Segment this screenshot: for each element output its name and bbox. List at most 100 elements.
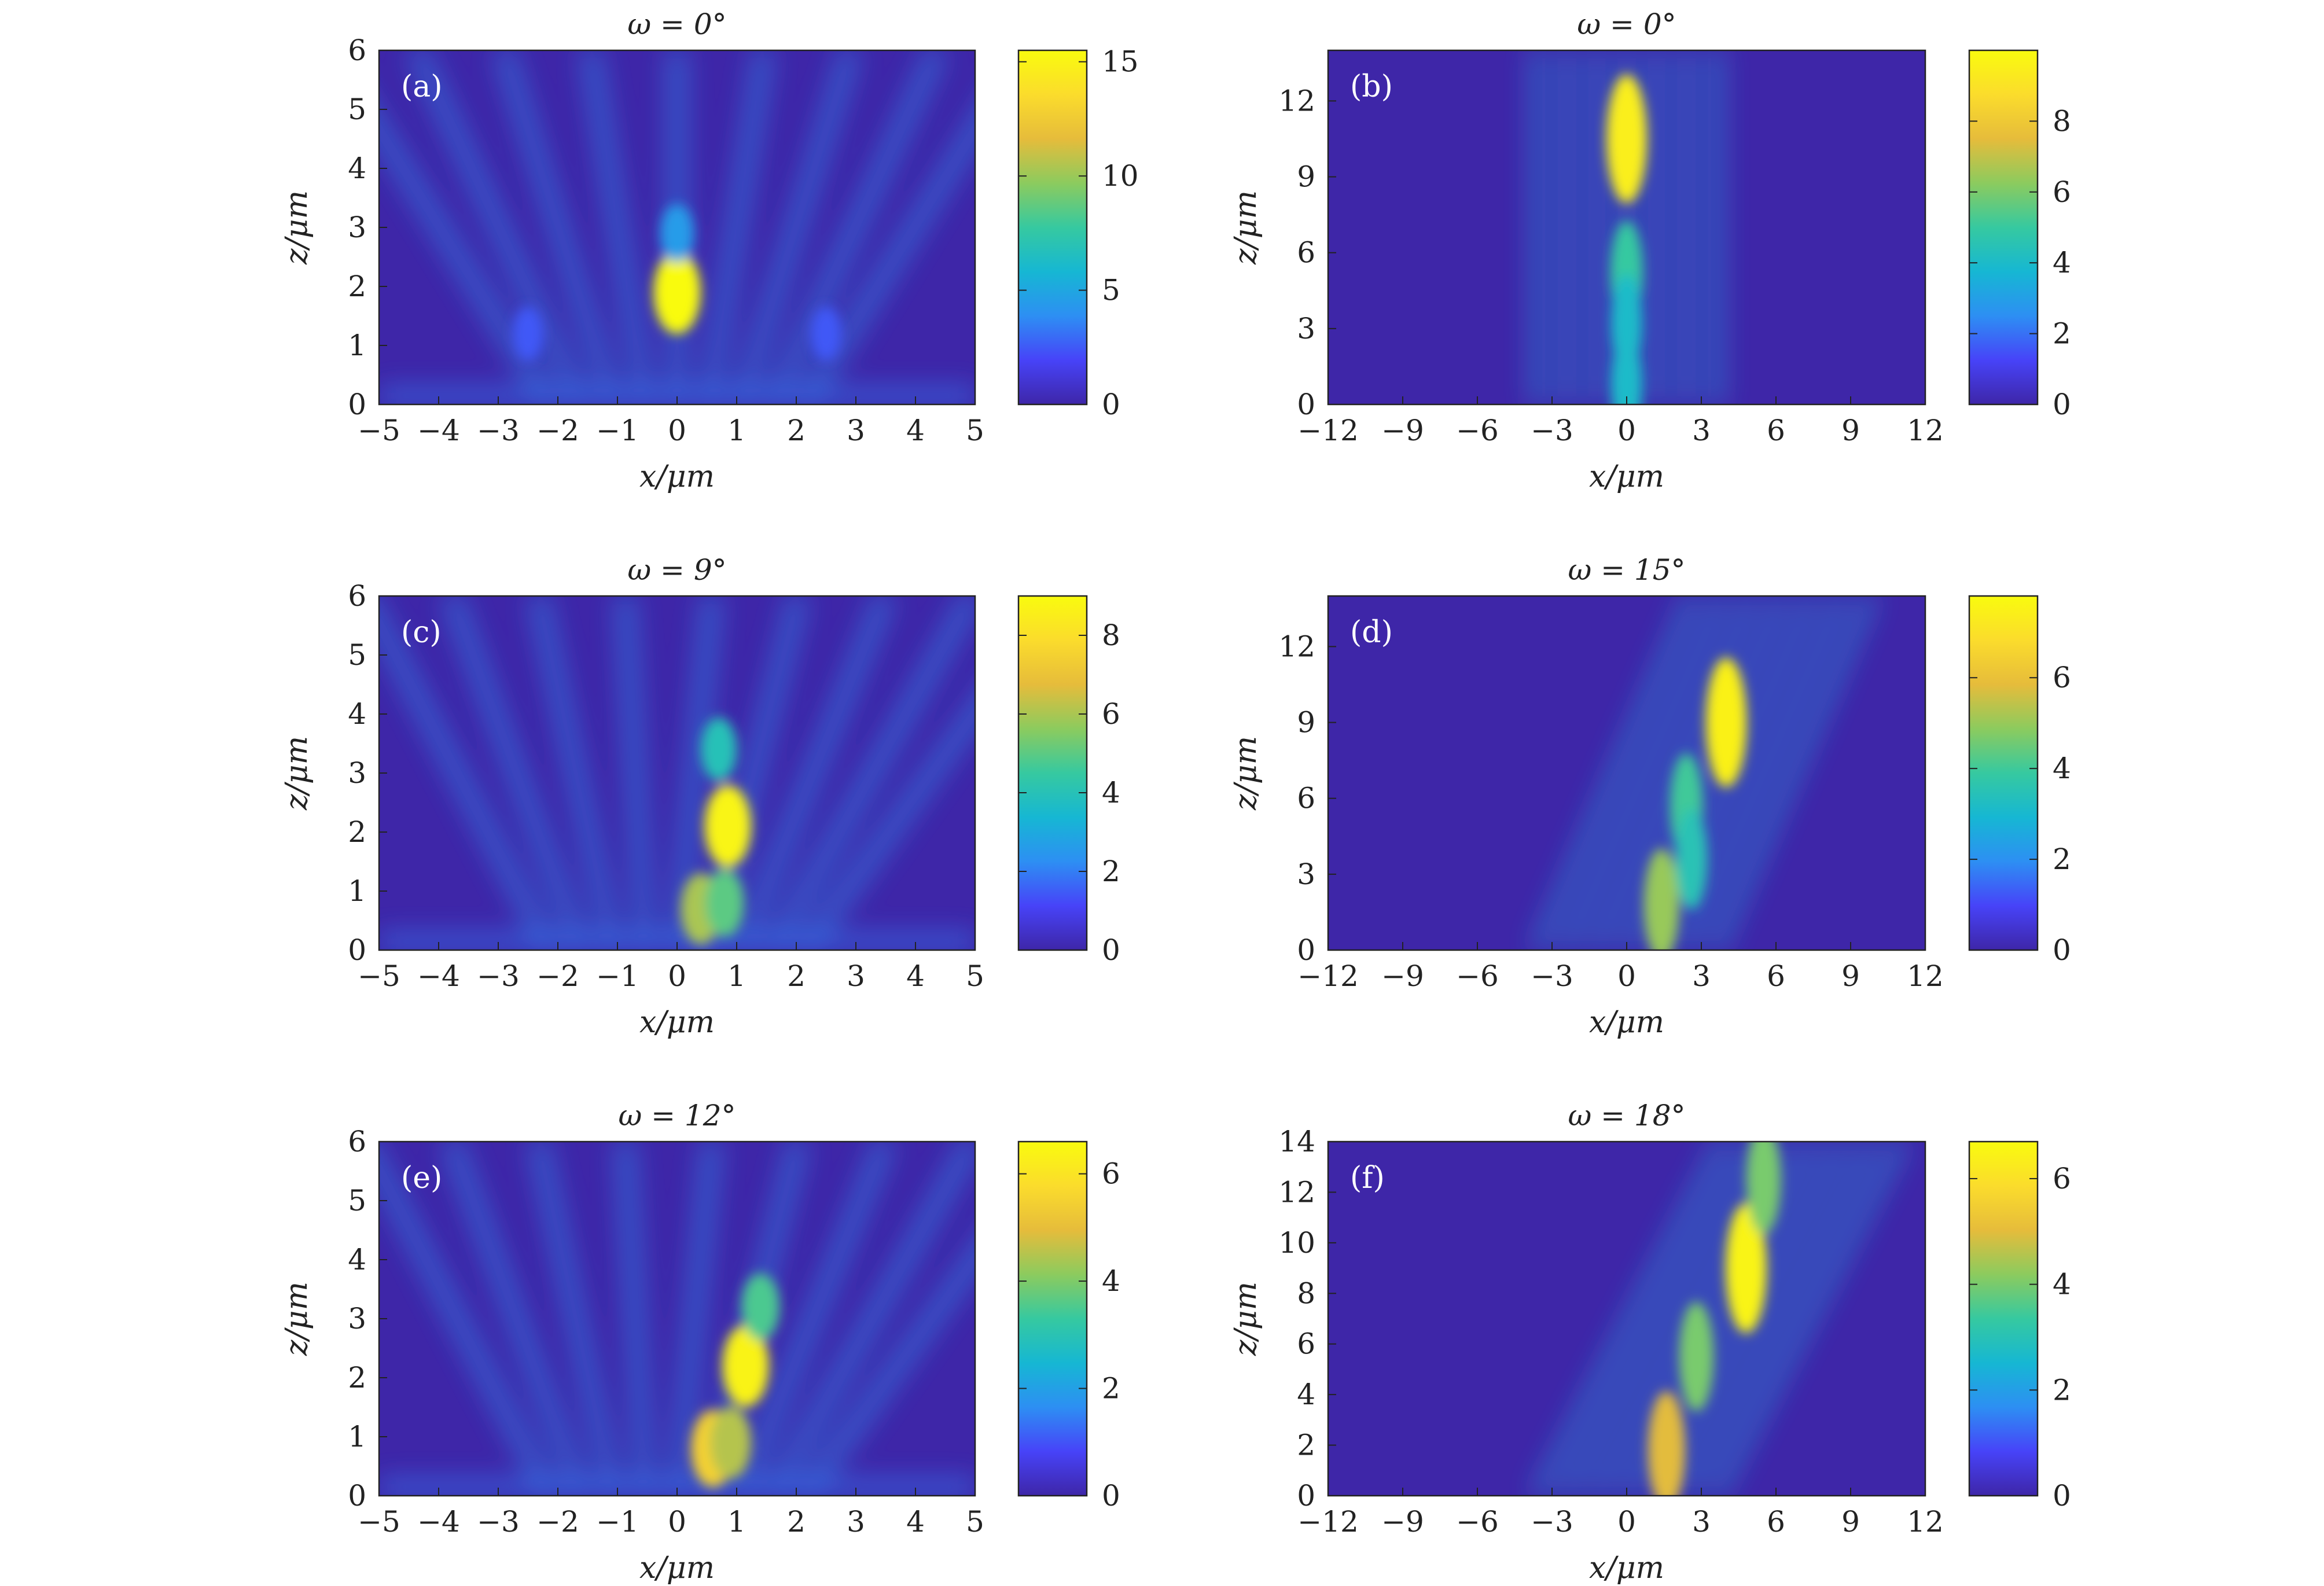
x-tick-label: −3 bbox=[1531, 959, 1573, 993]
x-tick-label: 6 bbox=[1767, 959, 1785, 993]
x-tick-label: −6 bbox=[1456, 414, 1499, 447]
panel-title: ω = 0° bbox=[1577, 8, 1676, 41]
panel-title: ω = 18° bbox=[1568, 1099, 1685, 1132]
colorbar-tick-label: 8 bbox=[2053, 104, 2071, 138]
x-tick-label: 1 bbox=[727, 414, 746, 447]
x-tick-label: 0 bbox=[1617, 959, 1636, 993]
hotspot-mark bbox=[741, 1273, 780, 1341]
y-tick-label: 0 bbox=[1297, 933, 1315, 967]
panel-title: ω = 15° bbox=[1568, 553, 1685, 587]
x-tick-label: −12 bbox=[1297, 959, 1359, 993]
colorbar-tick-label: 2 bbox=[2053, 842, 2071, 876]
x-tick-label: −9 bbox=[1381, 1505, 1424, 1539]
colorbar-tick-label: 4 bbox=[1102, 1264, 1120, 1298]
y-axis-label: z/μm bbox=[1229, 190, 1263, 265]
y-tick-label: 14 bbox=[1278, 1125, 1315, 1158]
colorbar-tick-label: 2 bbox=[2053, 317, 2071, 351]
x-tick-label: 3 bbox=[1692, 1505, 1711, 1539]
y-tick-label: 2 bbox=[348, 1361, 366, 1394]
panel-label: (f) bbox=[1350, 1161, 1385, 1195]
panel-label: (a) bbox=[401, 69, 443, 104]
colorbar-tick-label: 5 bbox=[1102, 274, 1120, 307]
y-tick-label: 3 bbox=[348, 1302, 366, 1335]
hotspot-mark bbox=[700, 717, 737, 782]
hotspot-mark bbox=[1643, 848, 1679, 950]
panel-b: −12 −9 −6 −3 0 3 6 9 12 0 3 6 9 12 ω = 0° x/μm z/μm (b) 0 2… bbox=[1229, 8, 2071, 494]
hotspot-mark bbox=[1725, 1202, 1767, 1334]
colorbar-tick-label: 4 bbox=[2053, 1268, 2071, 1301]
y-tick-label: 3 bbox=[1297, 858, 1315, 891]
colorbar-tick-label: 6 bbox=[2053, 1162, 2071, 1195]
colorbar-tick-label: 0 bbox=[2053, 388, 2071, 421]
x-tick-label: 4 bbox=[906, 1505, 925, 1539]
colorbar bbox=[1017, 595, 1088, 951]
x-tick-label: −2 bbox=[536, 1505, 579, 1539]
y-tick-label: 6 bbox=[1297, 1327, 1315, 1361]
y-tick-label: 2 bbox=[348, 270, 366, 303]
y-tick-label: 4 bbox=[1297, 1378, 1315, 1411]
y-axis-label: z/μm bbox=[280, 1282, 314, 1356]
x-tick-label: 6 bbox=[1767, 1505, 1785, 1539]
panel-e: −5 −4 −3 −2 −1 0 1 2 3 4 5 0 1 2 3 4 5 6 ω = 12° x/μm z/μm (e… bbox=[280, 1099, 1120, 1585]
panel-label: (e) bbox=[401, 1161, 442, 1195]
x-tick-label: 4 bbox=[906, 414, 925, 447]
colorbar-tick-label: 6 bbox=[2053, 175, 2071, 209]
x-tick-label: −4 bbox=[417, 1505, 460, 1539]
hotspot-mark bbox=[810, 306, 842, 361]
x-tick-label: −3 bbox=[477, 959, 520, 993]
x-tick-label: −5 bbox=[358, 414, 400, 447]
y-tick-label: 3 bbox=[1297, 312, 1315, 345]
panel-d: −12 −9 −6 −3 0 3 6 9 12 0 3 6 9 12 ω = 15° x/μm z/μm (d) 0… bbox=[1229, 553, 2071, 1040]
hotspot-mark bbox=[1611, 334, 1642, 404]
y-tick-label: 12 bbox=[1278, 1175, 1315, 1209]
x-tick-label: 0 bbox=[668, 414, 686, 447]
y-tick-label: 8 bbox=[1297, 1276, 1315, 1310]
x-tick-label: 12 bbox=[1907, 414, 1944, 447]
x-tick-label: −5 bbox=[358, 959, 400, 993]
y-axis-label: z/μm bbox=[1229, 736, 1263, 811]
y-tick-label: 4 bbox=[348, 697, 366, 731]
y-tick-label: 4 bbox=[348, 152, 366, 185]
x-tick-label: 3 bbox=[847, 959, 865, 993]
x-tick-label: −3 bbox=[1531, 414, 1573, 447]
x-tick-label: 1 bbox=[727, 959, 746, 993]
colorbar-tick-label: 2 bbox=[1102, 855, 1120, 888]
colorbar-tick-label: 6 bbox=[1102, 1157, 1120, 1191]
colorbar-tick-label: 4 bbox=[2053, 752, 2071, 785]
x-tick-label: 0 bbox=[1617, 414, 1636, 447]
x-tick-label: −5 bbox=[358, 1505, 400, 1539]
y-tick-label: 5 bbox=[348, 93, 366, 126]
panel-title: ω = 9° bbox=[627, 553, 726, 587]
x-tick-label: 9 bbox=[1841, 1505, 1860, 1539]
colorbar-tick-label: 0 bbox=[1102, 388, 1120, 421]
colorbar-tick-label: 0 bbox=[2053, 1479, 2071, 1513]
x-tick-label: 3 bbox=[847, 1505, 865, 1539]
field-texture bbox=[379, 50, 975, 404]
hotspot-mark bbox=[705, 869, 744, 937]
colorbar bbox=[1017, 1140, 1088, 1497]
y-tick-label: 0 bbox=[1297, 1479, 1315, 1513]
hotspot-mark bbox=[722, 1324, 769, 1407]
colorbar-tick-label: 10 bbox=[1102, 159, 1139, 193]
x-tick-label: 3 bbox=[1692, 414, 1711, 447]
y-tick-label: 3 bbox=[348, 756, 366, 790]
x-tick-label: 3 bbox=[1692, 959, 1711, 993]
x-tick-label: −3 bbox=[477, 1505, 520, 1539]
panel-title: ω = 12° bbox=[618, 1099, 736, 1132]
x-tick-label: 4 bbox=[906, 959, 925, 993]
colorbar-tick-label: 2 bbox=[2053, 1373, 2071, 1407]
x-tick-label: −3 bbox=[1531, 1505, 1573, 1539]
x-tick-label: −1 bbox=[596, 1505, 639, 1539]
hotspot-mark bbox=[1675, 808, 1708, 910]
x-tick-label: 9 bbox=[1841, 414, 1860, 447]
field-texture bbox=[1529, 50, 1724, 404]
x-tick-label: 5 bbox=[966, 1505, 984, 1539]
x-axis-label: x/μm bbox=[1589, 1551, 1664, 1585]
x-tick-label: 0 bbox=[668, 959, 686, 993]
y-tick-label: 2 bbox=[348, 815, 366, 849]
x-tick-label: −6 bbox=[1456, 1505, 1499, 1539]
x-tick-label: 5 bbox=[966, 959, 984, 993]
x-tick-label: 9 bbox=[1841, 959, 1860, 993]
x-tick-label: 0 bbox=[668, 1505, 686, 1539]
